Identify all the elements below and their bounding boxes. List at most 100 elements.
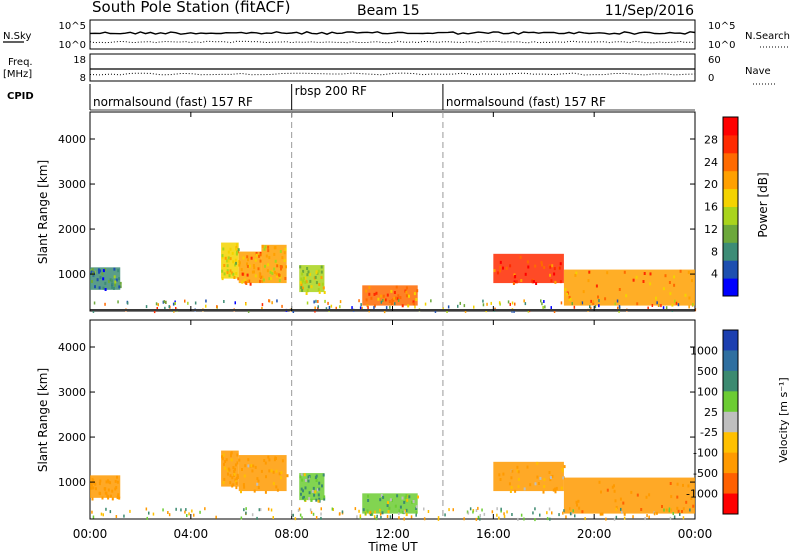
heatmap-speckle xyxy=(235,486,238,490)
scatter-dot xyxy=(376,514,378,518)
heatmap-speckle xyxy=(98,270,100,274)
heatmap-speckle xyxy=(90,483,93,487)
heatmap-speckle xyxy=(405,286,408,290)
heatmap-speckle xyxy=(412,302,415,306)
heatmap-speckle xyxy=(269,270,272,274)
scatter-dot xyxy=(292,513,294,517)
heatmap-speckle xyxy=(558,266,561,270)
heatmap-speckle xyxy=(301,478,304,482)
scatter-dot xyxy=(301,516,303,520)
noise-panel: N.Sky 10^5 10^0 10^5 10^0 N.Search xyxy=(3,19,790,51)
heatmap-speckle xyxy=(534,482,537,486)
scatter-dot xyxy=(415,511,418,515)
scatter-dot xyxy=(618,305,621,309)
scatter-dot xyxy=(175,507,177,511)
heatmap-speckle xyxy=(252,464,255,468)
heatmap-speckle xyxy=(399,505,402,509)
heatmap-speckle xyxy=(388,506,391,510)
scatter-dot xyxy=(398,509,400,513)
heatmap-speckle xyxy=(630,490,633,494)
heatmap-speckle xyxy=(264,490,267,494)
heatmap-speckle xyxy=(323,291,326,294)
heatmap-speckle xyxy=(232,260,235,264)
scatter-dot xyxy=(644,517,646,521)
cpid-segment-label: rbsp 200 RF xyxy=(295,84,367,98)
heatmap-cell xyxy=(221,450,239,487)
heatmap-speckle xyxy=(668,281,671,284)
scatter-dot xyxy=(267,507,270,511)
heatmap-speckle xyxy=(90,486,93,490)
scatter-dot xyxy=(427,510,430,513)
scatter-dot xyxy=(527,309,530,313)
heatmap-speckle xyxy=(304,276,307,280)
heatmap-speckle xyxy=(227,472,229,476)
scatter-dot xyxy=(172,302,175,306)
heatmap-speckle xyxy=(250,464,253,468)
heatmap-speckle xyxy=(539,476,542,480)
heatmap-speckle xyxy=(578,506,581,510)
scatter-dot xyxy=(148,511,150,515)
scatter-dot xyxy=(354,507,357,511)
heatmap-speckle xyxy=(280,471,283,475)
cpid-segment-label: normalsound (fast) 157 RF xyxy=(446,95,606,109)
scatter-dot xyxy=(621,510,623,514)
heatmap-speckle xyxy=(264,245,267,249)
scatter-dot xyxy=(126,301,129,305)
scatter-dot xyxy=(648,515,650,519)
heatmap-speckle xyxy=(664,274,667,278)
colorbar-tick-label: -1000 xyxy=(686,488,718,501)
heatmap-speckle xyxy=(373,304,376,308)
heatmap-speckle xyxy=(375,291,378,295)
scatter-dot xyxy=(669,516,672,520)
heatmap-speckle xyxy=(271,272,274,276)
scatter-dot xyxy=(261,303,264,307)
heatmap-speckle xyxy=(240,268,243,272)
scatter-dot xyxy=(523,517,525,521)
heatmap-speckle xyxy=(305,292,308,295)
scatter-dot xyxy=(677,303,680,307)
heatmap-speckle xyxy=(99,492,102,496)
heatmap-speckle xyxy=(90,270,93,274)
heatmap-speckle xyxy=(396,494,399,498)
scatter-dot xyxy=(534,507,536,511)
heatmap-speckle xyxy=(406,498,409,502)
scatter-dot xyxy=(584,517,586,521)
heatmap-speckle xyxy=(251,469,254,473)
heatmap-speckle xyxy=(270,270,273,274)
heatmap-speckle xyxy=(117,269,120,273)
heatmap-speckle xyxy=(306,273,309,277)
heatmap-speckle xyxy=(549,273,551,277)
heatmap-speckle xyxy=(226,259,229,263)
heatmap-speckle xyxy=(112,286,115,290)
scatter-dot xyxy=(613,517,616,521)
scatter-dot xyxy=(281,304,283,308)
heatmap-speckle xyxy=(320,265,323,269)
heatmap-speckle xyxy=(236,453,239,457)
scatter-dot xyxy=(482,299,484,303)
heatmap-speckle xyxy=(405,294,408,298)
scatter-dot xyxy=(382,299,384,302)
heatmap-speckle xyxy=(265,475,267,479)
noise-right-label: N.Search xyxy=(745,31,790,42)
heatmap-speckle xyxy=(599,512,602,516)
heatmap-speckle xyxy=(115,486,118,489)
scatter-dot xyxy=(164,306,166,310)
colorbar-swatch xyxy=(723,432,738,454)
scatter-dot xyxy=(379,512,382,516)
nave-tick-bottom: 0 xyxy=(708,73,714,84)
scatter-dot xyxy=(540,299,542,303)
colorbar-tick-label: 28 xyxy=(704,133,718,146)
scatter-dot xyxy=(565,515,567,519)
heatmap-speckle xyxy=(534,264,537,268)
heatmap-speckle xyxy=(280,267,282,271)
scatter-dot xyxy=(180,508,182,512)
scatter-dot xyxy=(294,517,297,521)
heatmap-speckle xyxy=(232,483,235,487)
heatmap-speckle xyxy=(315,498,318,502)
heatmap-speckle xyxy=(655,511,658,515)
scatter-dot xyxy=(496,507,498,511)
heatmap-speckle xyxy=(563,465,566,469)
heatmap-speckle xyxy=(118,277,120,281)
heatmap-speckle xyxy=(623,512,626,516)
scatter-dot xyxy=(446,310,448,313)
